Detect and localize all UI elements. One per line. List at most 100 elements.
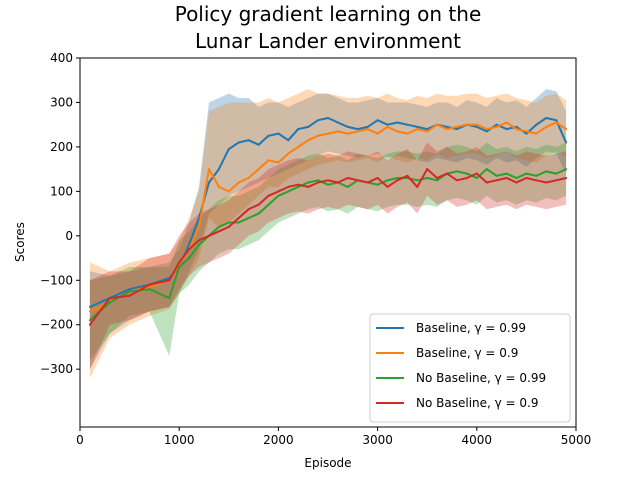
series-1-point (128, 288, 131, 291)
series-2-point (297, 145, 300, 148)
series-3-point (565, 168, 568, 171)
series-1-point (386, 123, 389, 126)
series-3-point (495, 174, 498, 177)
series-1-point (297, 128, 300, 131)
series-2-point (396, 130, 399, 133)
series-2-point (217, 185, 220, 188)
series-3-point (227, 221, 230, 224)
series-2-point (515, 128, 518, 131)
series-3-point (525, 172, 528, 175)
series-2-point (257, 168, 260, 171)
series-4-point (515, 181, 518, 184)
series-2-point (495, 125, 498, 128)
series-3-point (257, 212, 260, 215)
y-axis-label: Scores (13, 222, 27, 262)
series-4-point (555, 179, 558, 182)
series-2-point (545, 125, 548, 128)
x-tick-label: 0 (76, 433, 84, 447)
series-1-point (456, 128, 458, 131)
series-1-point (208, 181, 210, 184)
series-2-point (456, 125, 458, 128)
series-3-point (426, 177, 429, 179)
series-4-point (475, 172, 478, 175)
series-1-point (188, 243, 191, 246)
series-4-point (485, 181, 488, 184)
series-3-point (267, 203, 270, 206)
series-2-point (386, 125, 389, 128)
series-1-point (495, 123, 498, 126)
x-tick-label: 5000 (561, 433, 592, 447)
x-tick-label: 1000 (164, 433, 195, 447)
series-1-point (327, 117, 329, 119)
series-2-point (307, 139, 310, 142)
series-2-point (237, 181, 240, 184)
y-tick-label: 300 (50, 95, 73, 109)
series-4-point (456, 179, 458, 182)
series-2-point (485, 128, 488, 131)
series-1-point (346, 125, 349, 128)
series-1-point (227, 148, 230, 151)
series-3-point (108, 301, 111, 304)
series-3-point (307, 181, 310, 184)
series-3-point (416, 179, 419, 182)
series-3-point (148, 288, 151, 291)
series-2-point (505, 121, 508, 124)
series-2-point (446, 128, 448, 131)
legend-label: No Baseline, γ = 0.9 (416, 396, 539, 410)
series-2-point (416, 128, 419, 131)
series-3-point (237, 221, 240, 224)
series-4-point (88, 323, 91, 326)
series-4-point (188, 248, 191, 251)
series-4-point (525, 177, 528, 179)
series-3-point (396, 177, 399, 179)
series-4-band (89, 142, 567, 370)
series-1-point (356, 128, 359, 131)
series-4-point (356, 179, 359, 182)
series-2-point (406, 132, 409, 135)
series-3-band (89, 142, 567, 361)
series-4-point (416, 185, 419, 188)
series-1-point (287, 139, 290, 142)
series-1-point (426, 128, 429, 131)
series-4-point (327, 179, 329, 182)
series-1-point (416, 125, 419, 128)
series-2-point (555, 121, 558, 124)
series-3-point (297, 185, 300, 188)
series-1-point (515, 125, 518, 128)
series-1-point (545, 117, 548, 119)
series-4-point (168, 279, 171, 282)
series-1-point (247, 139, 250, 142)
series-2-point (336, 130, 339, 133)
series-2-point (436, 123, 439, 126)
series-3-point (465, 172, 468, 175)
series-4-point (237, 217, 240, 219)
series-1-point (406, 123, 409, 126)
series-1-point (485, 130, 488, 133)
series-2-point (327, 132, 329, 135)
series-3-point (317, 179, 320, 182)
series-2-point (426, 130, 429, 133)
series-4-point (426, 168, 429, 171)
series-1-point (307, 125, 310, 128)
series-1-point (336, 121, 339, 124)
series-4-point (227, 225, 230, 228)
y-tick-label: −100 (40, 273, 73, 287)
series-3-point (485, 168, 488, 171)
series-4-point (128, 294, 131, 297)
x-axis-label: Episode (304, 456, 351, 470)
series-3-point (555, 172, 558, 175)
series-4-point (406, 174, 409, 177)
series-4-point (267, 194, 270, 197)
series-1-point (88, 306, 91, 308)
series-4-point (465, 177, 468, 179)
series-1-point (505, 128, 508, 131)
y-axis-ticks: −300 −200 −100 0 100 200 300 400 (40, 51, 80, 376)
series-4-point (148, 283, 151, 286)
legend-label: Baseline, γ = 0.99 (416, 321, 526, 335)
series-3-point (168, 297, 171, 300)
series-2-point (247, 177, 250, 179)
series-4-point (386, 185, 389, 188)
series-4-point (545, 181, 548, 184)
series-lines (88, 117, 568, 326)
series-3-point (217, 225, 220, 228)
